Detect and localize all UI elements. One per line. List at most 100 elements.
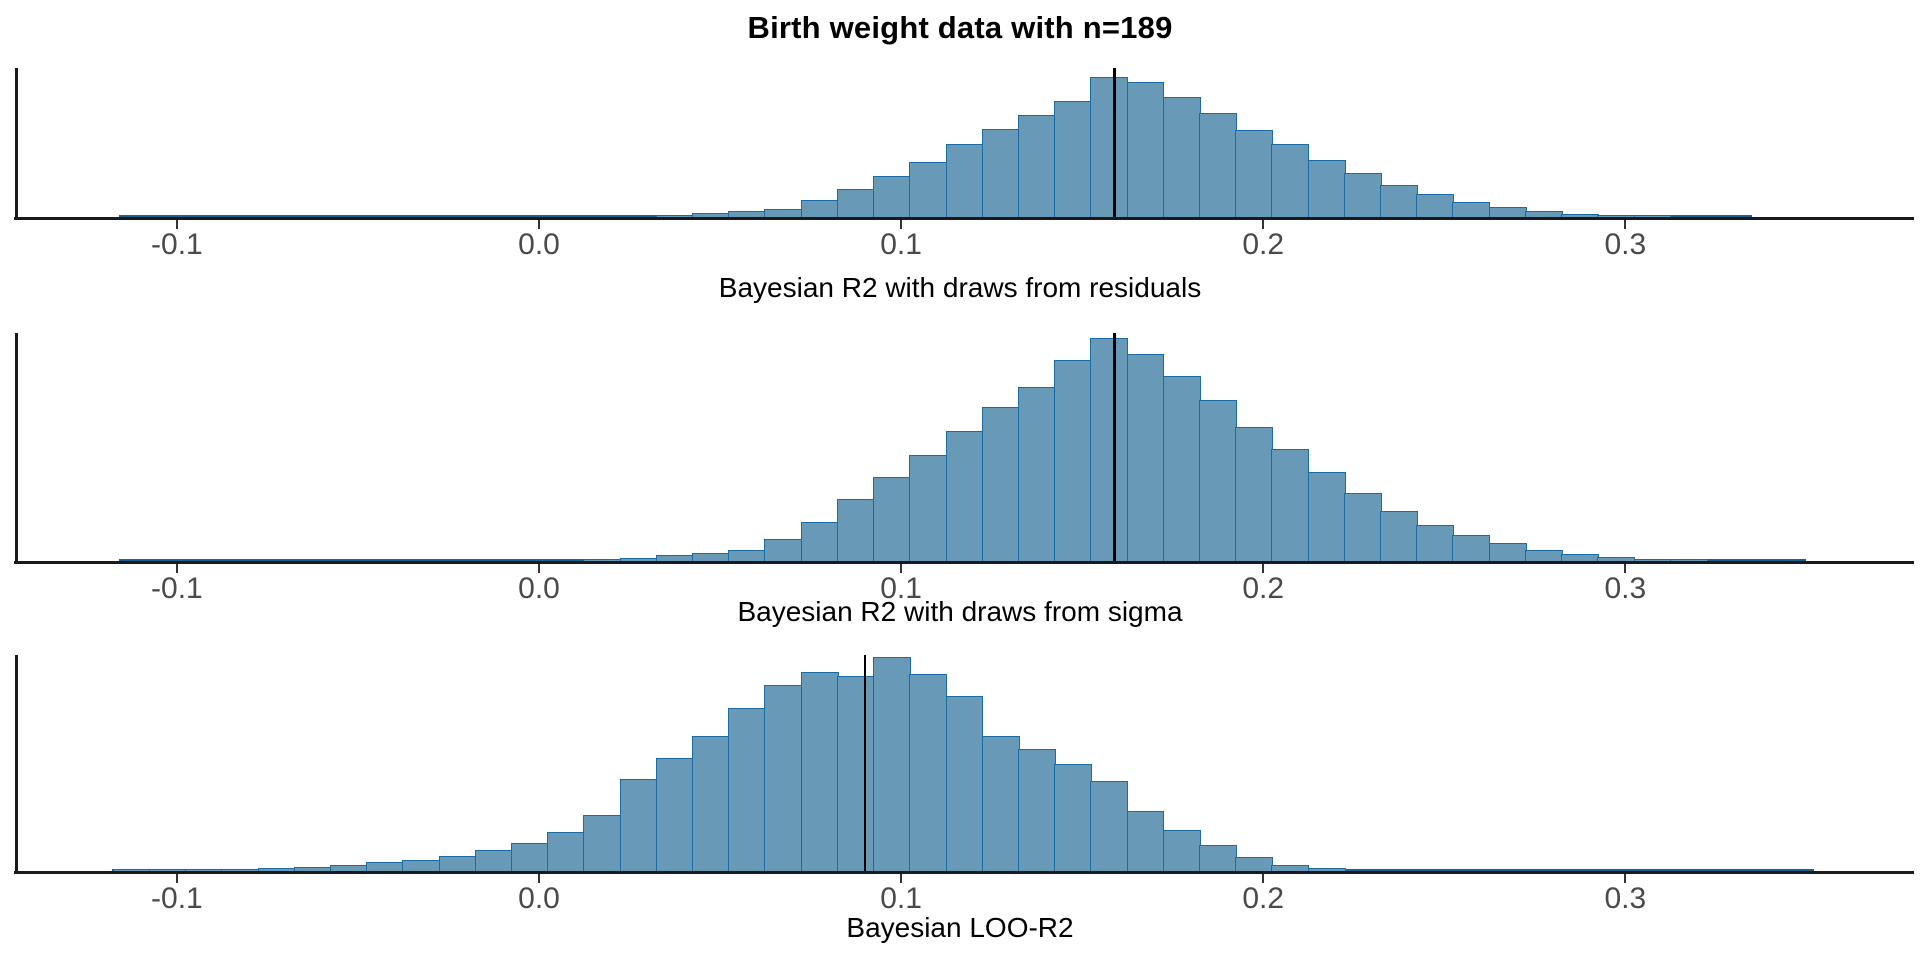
histogram-bar [1054,101,1093,217]
histogram-bar [1090,338,1129,561]
x-axis-line [14,217,1914,221]
x-axis-tick [1262,874,1265,884]
histogram-bar [981,407,1020,561]
x-tick-label: 0.0 [518,228,560,261]
histogram-bar [1198,113,1237,217]
histogram-bar [692,736,730,871]
histogram-bar [1054,360,1093,561]
x-tick-label: 0.2 [1242,882,1285,915]
histogram-bar [945,431,984,561]
histogram-bar [1198,400,1237,561]
histogram-bar [764,209,803,217]
x-axis-tick [899,564,903,574]
x-tick-label: 0.0 [518,882,560,915]
x-tick-label: 0.3 [1604,572,1647,605]
histogram-bar [909,674,948,871]
histogram-bar [1126,82,1165,217]
x-tick-label: -0.1 [151,572,203,605]
x-axis-tick [537,220,541,230]
histogram-bar [1633,215,1672,217]
histogram-bar [692,553,730,561]
x-axis-tick [537,874,541,884]
x-tick-label: 0.0 [518,572,560,605]
histogram-bar [1271,449,1310,561]
median-vline [863,655,867,871]
histogram-bar [764,539,803,561]
histogram-bar [764,685,803,871]
histogram-bar [402,860,441,871]
histogram-bar [1380,511,1418,561]
histogram-bar [873,657,911,871]
x-axis-tick [1624,874,1627,884]
histogram-bar [655,758,694,871]
histogram-bar [1271,144,1310,217]
x-axis-tick [175,874,179,884]
histogram-bar [981,129,1020,217]
histogram-bar [1235,857,1274,871]
histogram-bar [1524,550,1563,561]
x-tick-label: 0.2 [1242,572,1285,605]
x-tick-label: 0.1 [880,228,922,261]
histogram-bar [909,162,948,217]
median-vline [1113,68,1117,217]
panel-xlabel: Bayesian R2 with draws from residuals [718,272,1202,303]
histogram-bar [1307,472,1346,561]
histogram-bar [510,843,549,871]
histogram-bar [800,200,839,217]
histogram-bar [873,176,911,217]
histogram-bar [1126,811,1165,871]
x-axis-tick [899,220,903,230]
histogram-bar [1380,185,1418,217]
x-tick-label: 0.1 [880,572,922,605]
histogram-bar [1488,207,1527,217]
histogram-bar [1017,749,1056,871]
histogram-bar [1452,202,1491,217]
histogram-bar [1416,525,1455,561]
histogram-bar [1090,781,1129,871]
figure-title: Birth weight data with n=189 [747,10,1173,45]
histogram-bar [1162,376,1201,561]
histogram-bar [1235,130,1274,217]
x-tick-label: -0.1 [151,228,203,261]
x-axis-tick [1262,220,1265,230]
histogram-bar [438,856,477,871]
x-tick-label: 0.2 [1242,228,1285,261]
histogram-bar [583,815,622,871]
x-axis-line [14,871,1914,875]
histogram-bar [1198,845,1237,871]
histogram-bar [800,672,839,871]
histogram-bar [873,477,911,561]
x-axis-tick [537,564,541,574]
x-axis-tick [1262,564,1265,574]
histogram-bar [981,736,1020,871]
x-tick-label: 0.3 [1604,882,1647,915]
histogram-bar [1307,868,1346,871]
histogram-bar [1017,115,1056,217]
histogram-bar [1669,559,1708,561]
histogram-bar [945,696,984,871]
histogram-bar [945,144,984,217]
histogram-bar [1452,535,1491,561]
y-axis-line [14,333,18,561]
histogram-bar [800,522,839,561]
median-vline [1113,333,1117,561]
histogram-bar [836,499,875,561]
y-axis-line [14,655,18,871]
histogram-bar [1561,554,1599,561]
x-tick-label: 0.3 [1604,228,1647,261]
histogram-bar [728,550,767,561]
histogram-bar [1017,387,1056,561]
x-axis-tick [175,220,179,230]
x-axis-line [14,561,1914,565]
histogram-bar [366,862,405,871]
histogram-bar [1488,543,1527,561]
histogram-bar [836,189,875,217]
histogram-bar [1126,354,1165,561]
histogram-bar [1307,160,1346,217]
panel-xlabel: Bayesian LOO-R2 [846,912,1074,943]
histogram-bar [1235,427,1274,561]
histogram-bar [547,832,586,871]
histogram-bar [1090,77,1129,217]
x-axis-tick [1624,564,1627,574]
